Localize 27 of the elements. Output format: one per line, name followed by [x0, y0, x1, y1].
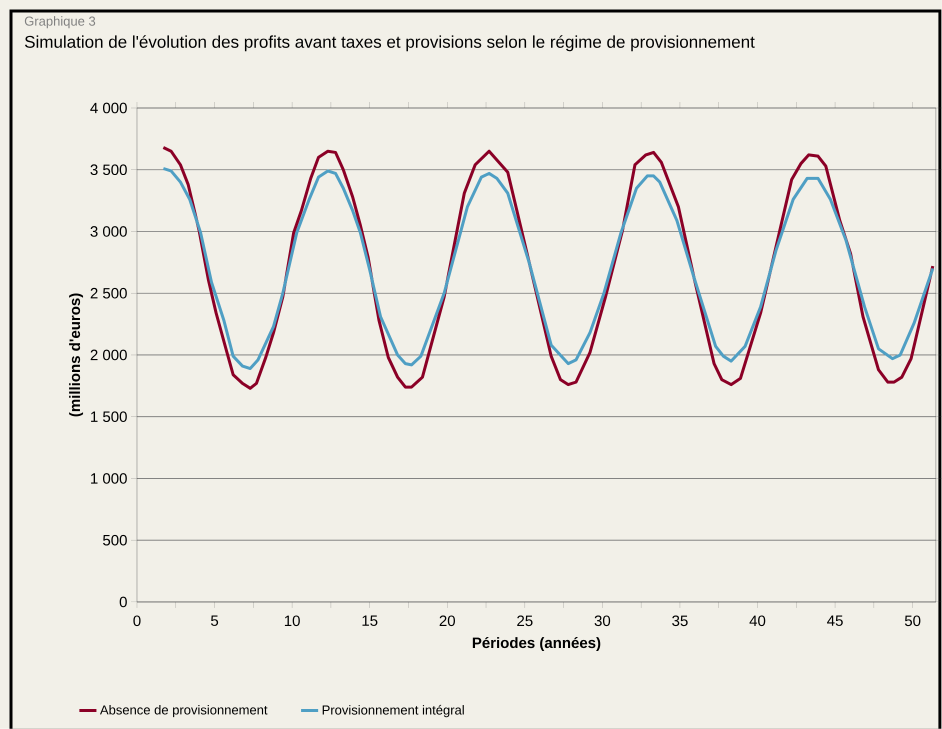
y-tick-label: 3 000: [90, 226, 127, 237]
legend-label: Absence de provisionnement: [100, 705, 268, 718]
x-tick-label: 45: [827, 616, 843, 626]
x-tick-label: 30: [594, 615, 610, 626]
y-tick-label: 1 500: [91, 411, 127, 422]
line-series: [162, 167, 934, 370]
x-tick-label: 35: [672, 615, 688, 626]
y-tick-label: 0: [120, 596, 127, 608]
x-tick-label: 50: [904, 615, 920, 626]
y-tick-label: 500: [103, 534, 127, 546]
x-tick-label: 20: [440, 615, 455, 626]
x-tick-label: 10: [284, 615, 300, 626]
y-tick-label: 2 500: [90, 288, 127, 299]
x-tick-label: 5: [210, 616, 218, 626]
x-tick-label: 25: [517, 615, 533, 626]
y-tick-label: 3 500: [90, 164, 127, 176]
x-axis-title: Périodes (années): [472, 636, 600, 652]
y-axis-title: (millions d'euros): [69, 294, 84, 416]
y-tick-label: 4 000: [90, 102, 127, 114]
legend-label: Provisionnement intégral: [322, 704, 464, 718]
text: Graphique 3: [24, 16, 96, 28]
y-tick-label: 2 000: [90, 350, 127, 360]
x-tick-label: 40: [750, 615, 766, 626]
y-tick-label: 1 000: [91, 473, 127, 484]
x-tick-label: 0: [133, 615, 141, 626]
x-tick-label: 15: [362, 616, 378, 626]
chart-title: Simulation de l'évolution des profits avant taxes et provisions selon le régime de provisionnement: [24, 35, 755, 52]
